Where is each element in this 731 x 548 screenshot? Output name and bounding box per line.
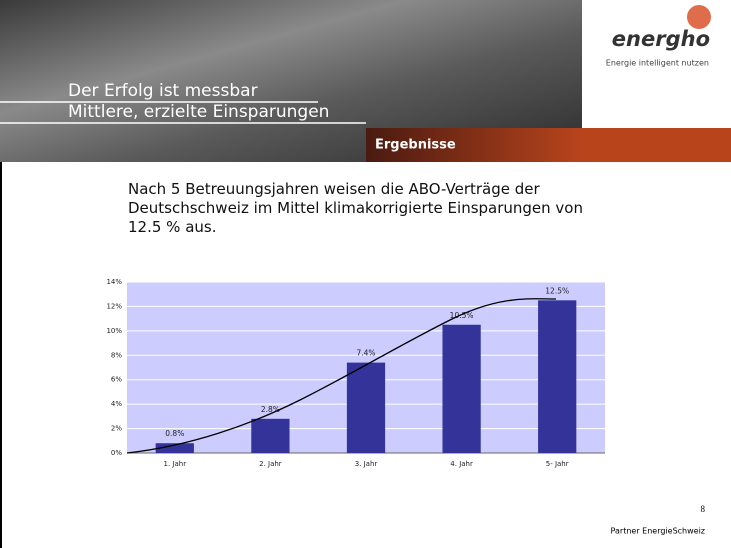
bar (442, 324, 481, 453)
page-number: 8 (701, 504, 706, 514)
header-band (582, 128, 731, 162)
x-tick-label: 5- Jahr (546, 460, 569, 468)
x-tick-label: 1. Jahr (164, 460, 187, 468)
y-tick-label: 12% (106, 302, 122, 310)
bar (251, 418, 290, 453)
y-tick-label: 6% (111, 376, 122, 384)
partner: Partner EnergieSchweiz (611, 527, 705, 536)
y-tick-label: 0% (111, 449, 122, 457)
bar (155, 443, 194, 453)
x-tick-label: 3. Jahr (355, 460, 378, 468)
value-label: 2.8% (261, 405, 280, 414)
x-tick-label: 4. Jahr (450, 460, 473, 468)
value-label: 7.4% (356, 349, 375, 358)
trend-curve (126, 298, 557, 454)
value-label: 12.5% (545, 286, 569, 295)
section-box (366, 128, 582, 162)
logo-text: energho (612, 27, 710, 51)
y-tick-label: 4% (111, 400, 122, 408)
value-label: 0.8% (165, 429, 184, 438)
tagline: Energie intelligent nutzen (606, 59, 709, 68)
x-tick-label: 2. Jahr (259, 460, 282, 468)
logo-icon (687, 5, 711, 29)
y-tick-label: 2% (111, 425, 122, 433)
y-tick-label: 14% (106, 278, 122, 286)
subtitle: Mittlere, erzielte Einsparungen (68, 102, 329, 122)
title: Der Erfolg ist messbar (68, 81, 258, 101)
body-text: Nach 5 Betreuungsjahren weisen die ABO-V… (128, 180, 583, 236)
section-label: Ergebnisse (375, 138, 456, 153)
bar (346, 362, 386, 453)
y-tick-label: 10% (106, 327, 122, 335)
bar (538, 300, 577, 453)
y-tick-label: 8% (111, 351, 122, 359)
